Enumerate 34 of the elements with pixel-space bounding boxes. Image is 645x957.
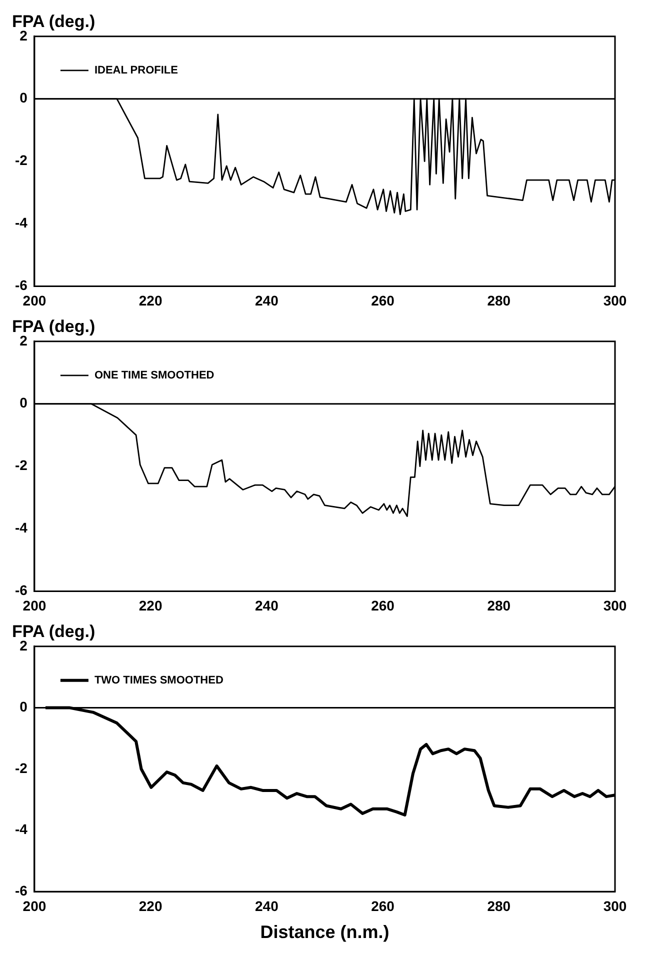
y-tick-label: -4 (14, 520, 28, 536)
x-tick-label: 260 (371, 898, 395, 914)
x-tick-label: 300 (603, 898, 627, 914)
y-tick-label: -2 (14, 760, 28, 776)
y-tick-label: -4 (14, 821, 28, 838)
y-tick-label: 0 (20, 394, 28, 411)
y-tick-label: 0 (20, 698, 28, 715)
x-tick-label: 260 (371, 292, 395, 308)
y-tick-label: -6 (14, 882, 28, 898)
x-tick-label: 260 (371, 597, 395, 614)
y-tick-label: -6 (14, 277, 28, 294)
x-tick-label: 280 (487, 898, 511, 914)
x-tick-label: 220 (138, 597, 162, 614)
y-tick-label: -6 (14, 582, 28, 598)
x-tick-label: 220 (138, 898, 162, 914)
x-tick-label: 300 (603, 597, 627, 614)
x-tick-label: 280 (487, 597, 511, 614)
x-tick-label: 240 (254, 597, 279, 614)
legend-label: TWO TIMES SMOOTHED (94, 674, 224, 686)
y-tick-label: -2 (14, 457, 28, 474)
x-tick-label: 200 (22, 597, 46, 614)
legend-label: ONE TIME SMOOTHED (94, 369, 214, 382)
y-tick-label: 0 (20, 90, 28, 106)
x-tick-label: 240 (254, 898, 279, 914)
x-tick-label: 200 (22, 292, 46, 308)
x-tick-label: 200 (22, 898, 46, 914)
y-tick-label: -4 (14, 214, 28, 231)
x-tick-label: 300 (603, 292, 627, 308)
x-tick-label: 240 (254, 292, 279, 308)
x-tick-label: 220 (138, 292, 162, 308)
x-axis-title: Distance (n.m.) (260, 922, 390, 942)
x-tick-label: 280 (487, 292, 511, 308)
y-tick-label: -2 (14, 152, 28, 168)
legend-label: IDEAL PROFILE (94, 64, 178, 76)
